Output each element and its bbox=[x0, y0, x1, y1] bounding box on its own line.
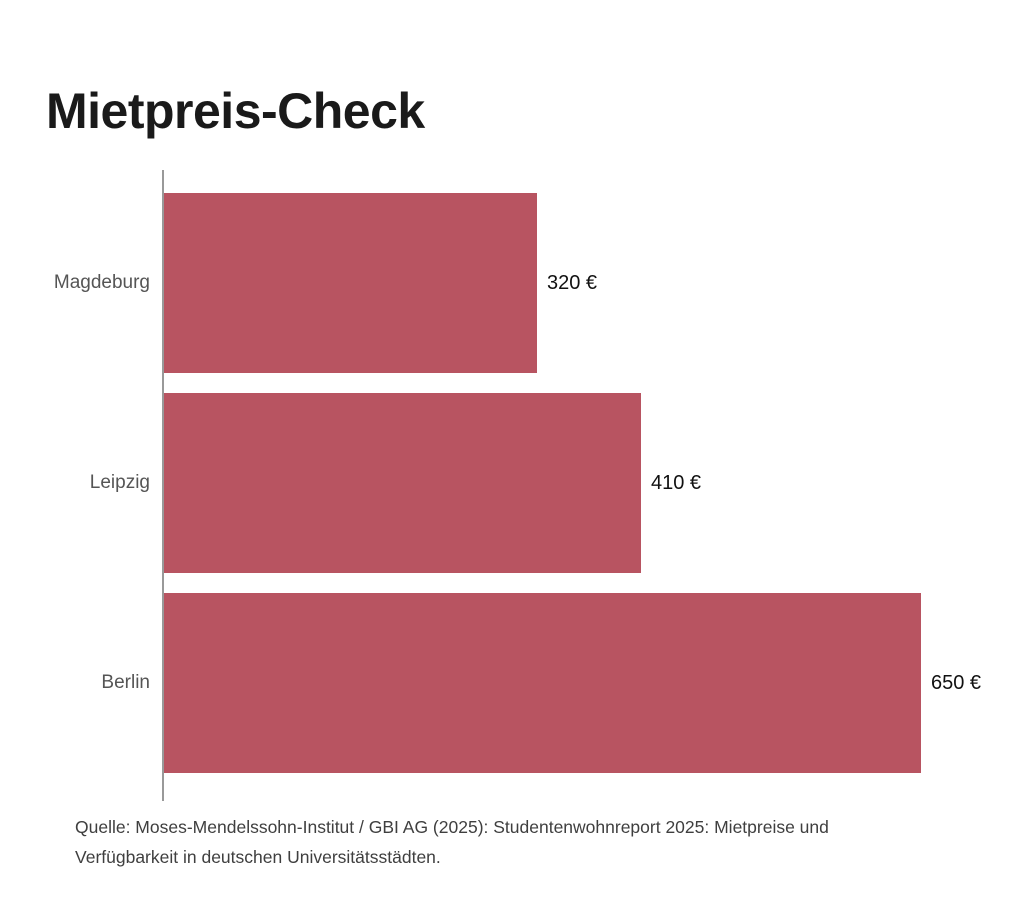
bar-row: Berlin 650 € bbox=[101, 593, 1024, 773]
source-note: Quelle: Moses-Mendelssohn-Institut / GBI… bbox=[75, 817, 829, 867]
value-label: 650 € bbox=[931, 671, 982, 694]
category-label: Magdeburg bbox=[53, 272, 150, 293]
bar-row: Leipzig 410 € bbox=[90, 393, 1024, 573]
chart-title: Mietpreis-Check bbox=[46, 83, 425, 139]
value-label: 410 € bbox=[651, 471, 702, 494]
category-label: Leipzig bbox=[89, 472, 150, 493]
y-axis-line bbox=[162, 170, 164, 801]
bar bbox=[164, 393, 641, 573]
category-label: Berlin bbox=[101, 672, 150, 693]
value-label: 320 € bbox=[547, 271, 598, 294]
bar-row: Magdeburg 320 € bbox=[54, 193, 1024, 373]
bar bbox=[164, 193, 537, 373]
bar bbox=[164, 593, 921, 773]
bar-chart: Magdeburg 320 € Leipzig 410 € Berlin 650 € bbox=[54, 170, 1024, 793]
